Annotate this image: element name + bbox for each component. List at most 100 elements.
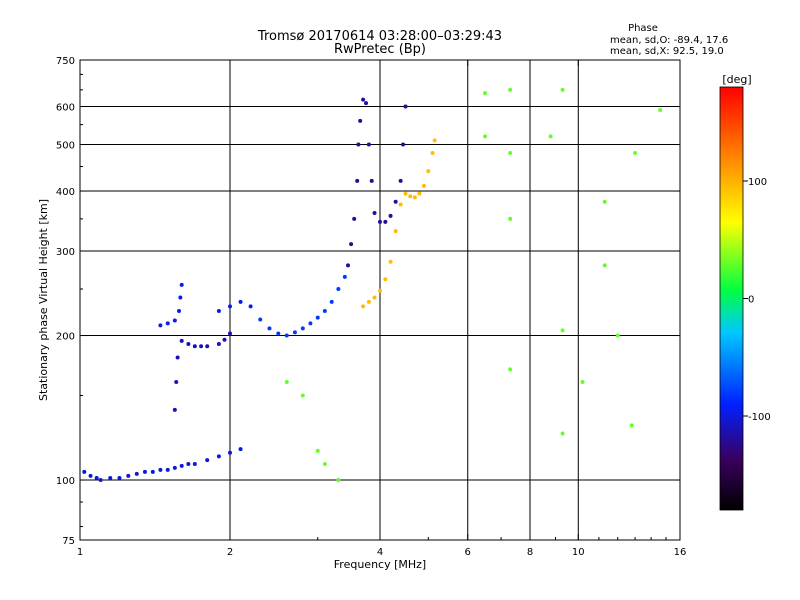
data-point-s0 [238,447,243,452]
stats-line-x: mean, sd,X: 92.5, 19.0 [610,46,724,57]
x-axis-ticks: 1 2 4 6 8 10 16 [77,60,687,558]
data-point-s3 [336,287,341,292]
y-tick-label: 200 [56,332,75,343]
colorbar-ticks: 100 0 -100 [743,177,771,423]
colorbar [719,86,744,511]
data-point-s6 [629,423,634,428]
data-point-s1 [216,342,221,347]
colorbar-label: [deg] [722,73,751,86]
chart-title: Tromsø 20170614 03:28:00–03:29:43 [257,29,502,44]
x-tick-label: 16 [674,547,687,558]
data-point-s0 [94,475,99,480]
data-point-s4 [403,104,408,109]
data-points [82,87,663,483]
data-point-s2 [165,321,170,326]
data-point-s0 [165,467,170,472]
data-point-s4 [364,101,369,106]
data-point-s4 [378,219,382,224]
data-point-s3 [322,308,327,313]
data-point-s4 [361,97,366,102]
data-point-s6 [560,431,565,436]
data-point-s1 [228,331,232,336]
data-point-s1 [199,344,204,349]
x-tick-label: 4 [377,547,383,558]
data-point-s0 [172,465,177,470]
data-point-s5 [383,277,388,282]
data-point-s3 [292,330,297,335]
colorbar-tick-label: 100 [748,177,767,188]
data-point-s1 [174,380,179,385]
stats-heading: Phase [628,23,658,34]
data-point-s6 [560,87,565,92]
data-point-s4 [352,216,357,221]
y-axis-label: Stationary phase Virtual Height [km] [37,199,50,401]
data-point-s6 [548,134,553,139]
stats-line-o: mean, sd,O: -89.4, 17.6 [610,35,728,46]
x-tick-label: 1 [77,547,83,558]
data-point-s6 [602,263,607,268]
colorbar-tick-label: 0 [748,295,754,306]
data-point-s6 [508,216,513,221]
data-point-s1 [192,344,197,349]
data-point-s5 [403,191,408,196]
data-point-s4 [383,219,388,224]
data-point-s6 [508,367,513,372]
data-point-s0 [158,467,163,472]
data-point-s5 [417,191,422,196]
data-point-s0 [134,471,139,476]
y-tick-label: 300 [56,247,75,258]
gridlines [80,60,680,540]
data-point-s5 [398,202,403,207]
data-point-s0 [88,473,93,478]
data-point-s3 [300,326,305,331]
data-point-s4 [393,199,398,204]
data-point-s1 [205,344,210,349]
data-point-s6 [336,478,341,483]
data-point-s1 [175,355,180,360]
data-point-s5 [361,304,366,309]
chart-subtitle: RwPretec (Bp) [334,42,426,57]
y-tick-label: 75 [62,536,75,547]
data-point-s6 [284,380,289,385]
data-point-s6 [300,393,305,398]
data-point-s4 [355,178,360,183]
x-tick-label: 10 [572,547,585,558]
data-point-s3 [258,317,263,322]
data-point-s0 [192,461,197,466]
data-point-s0 [108,475,113,480]
data-point-s0 [98,478,103,483]
y-tick-label: 600 [56,103,75,114]
data-point-s4 [369,178,374,183]
x-tick-label: 8 [527,547,533,558]
y-tick-label: 750 [56,56,75,67]
data-point-s4 [345,263,350,268]
y-tick-label: 100 [56,476,75,487]
data-point-s5 [412,195,417,200]
data-point-s4 [349,242,354,247]
data-point-s5 [388,259,393,264]
data-point-s6 [602,199,607,204]
data-point-s4 [356,142,361,147]
data-point-s0 [82,469,87,474]
data-point-s5 [378,288,382,293]
data-point-s1 [179,338,184,343]
data-point-s6 [508,151,513,156]
data-point-s3 [267,326,272,331]
y-axis-ticks: 75 100 200 300 400 500 600 750 [56,56,680,547]
data-point-s6 [633,151,638,156]
data-point-s5 [366,299,371,304]
data-point-s6 [483,91,488,96]
x-axis-label: Frequency [MHz] [334,558,426,571]
data-point-s3 [342,274,347,279]
data-point-s4 [398,178,403,183]
data-point-s2 [228,304,232,309]
data-point-s5 [408,194,413,199]
data-point-s1 [172,407,177,412]
data-point-s2 [179,282,184,287]
data-point-s1 [222,337,227,342]
data-point-s0 [142,469,147,474]
data-point-s6 [560,328,565,333]
data-point-s3 [308,321,313,326]
y-tick-label: 400 [56,187,75,198]
data-point-s4 [358,118,363,123]
